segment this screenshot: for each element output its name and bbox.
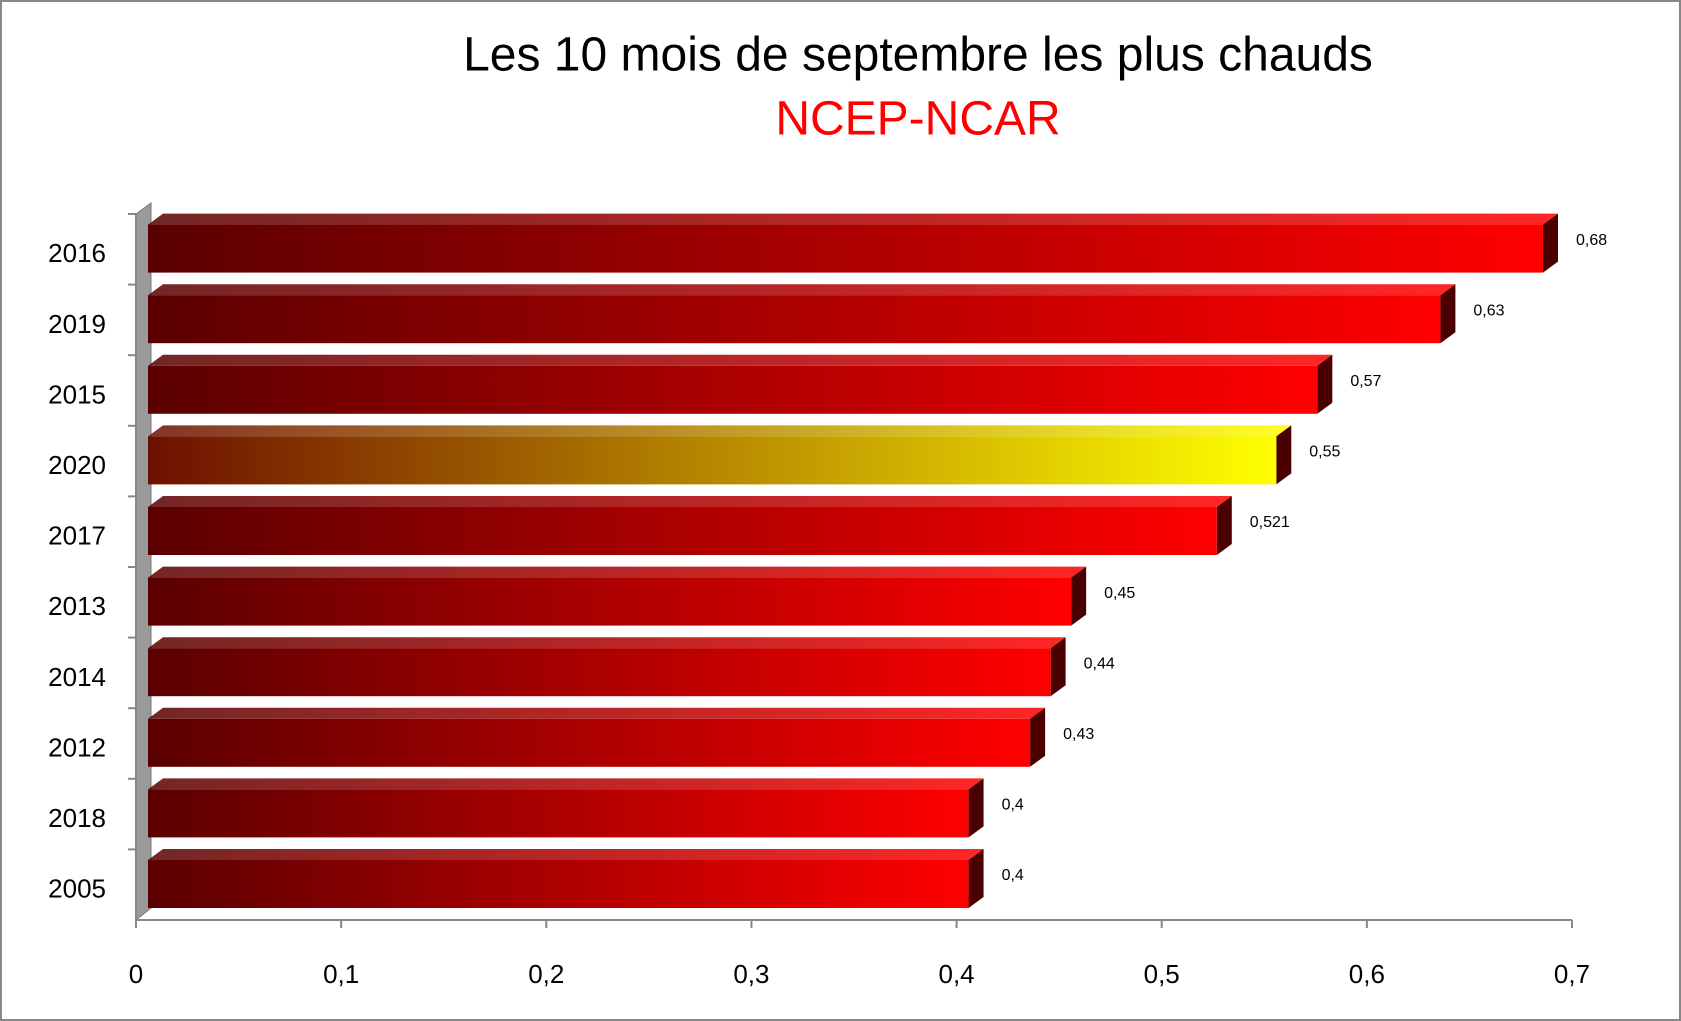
y-tick-label: 2013 [48, 591, 106, 621]
bar [148, 648, 1051, 697]
bar-top [148, 495, 1232, 507]
x-tick-label: 0,7 [1554, 959, 1590, 989]
y-tick-label: 2019 [48, 309, 106, 339]
x-tick-label: 0,5 [1144, 959, 1180, 989]
y-tick-label: 2015 [48, 379, 106, 409]
bar-top [148, 425, 1292, 437]
bar [148, 859, 969, 908]
y-tick-label: 2020 [48, 450, 106, 480]
bar-end [968, 848, 984, 908]
bar [148, 577, 1072, 626]
value-label: 0,55 [1309, 444, 1340, 461]
y-tick-label: 2017 [48, 521, 106, 551]
value-label: 0,44 [1084, 655, 1115, 672]
bar-top [148, 284, 1456, 296]
bar [148, 718, 1031, 767]
bar-end [1440, 284, 1456, 344]
y-tick-label: 2018 [48, 803, 106, 833]
y-tick-label: 2012 [48, 732, 106, 762]
value-label: 0,68 [1576, 232, 1607, 249]
value-label: 0,43 [1063, 726, 1094, 743]
x-tick-label: 0,1 [323, 959, 359, 989]
value-label: 0,45 [1104, 585, 1135, 602]
bar-top [148, 848, 984, 860]
bar [148, 365, 1318, 414]
bar-top [148, 354, 1333, 366]
x-tick-label: 0,2 [528, 959, 564, 989]
x-tick-label: 0,3 [733, 959, 769, 989]
bar-end [1050, 637, 1066, 697]
chart-title: Les 10 mois de septembre les plus chauds [463, 29, 1373, 82]
bar-top [148, 566, 1087, 578]
bar [148, 224, 1543, 273]
bar-top [148, 213, 1558, 225]
y-tick-label: 2014 [48, 662, 106, 692]
value-label: 0,57 [1350, 373, 1381, 390]
chart-subtitle: NCEP-NCAR [775, 93, 1060, 146]
bar-end [1542, 213, 1558, 273]
bar [148, 506, 1217, 555]
value-label: 0,4 [1002, 867, 1024, 884]
bar-top [148, 637, 1066, 649]
value-label: 0,521 [1250, 514, 1290, 531]
value-label: 0,63 [1473, 302, 1504, 319]
bar-end [1216, 495, 1232, 555]
bar-top [148, 778, 984, 790]
x-tick-label: 0,6 [1349, 959, 1385, 989]
bar [148, 436, 1277, 485]
y-tick-label: 2016 [48, 238, 106, 268]
x-tick-label: 0 [129, 959, 143, 989]
value-label: 0,4 [1002, 797, 1024, 814]
bar-end [1071, 566, 1087, 626]
bar-end [968, 778, 984, 838]
bar-end [1030, 707, 1046, 767]
x-tick-label: 0,4 [938, 959, 974, 989]
y-tick-label: 2005 [48, 874, 106, 904]
bar-end [1276, 425, 1292, 485]
bar [148, 295, 1441, 344]
bar-end [1317, 354, 1333, 414]
bar [148, 789, 969, 838]
bar-top [148, 707, 1046, 719]
